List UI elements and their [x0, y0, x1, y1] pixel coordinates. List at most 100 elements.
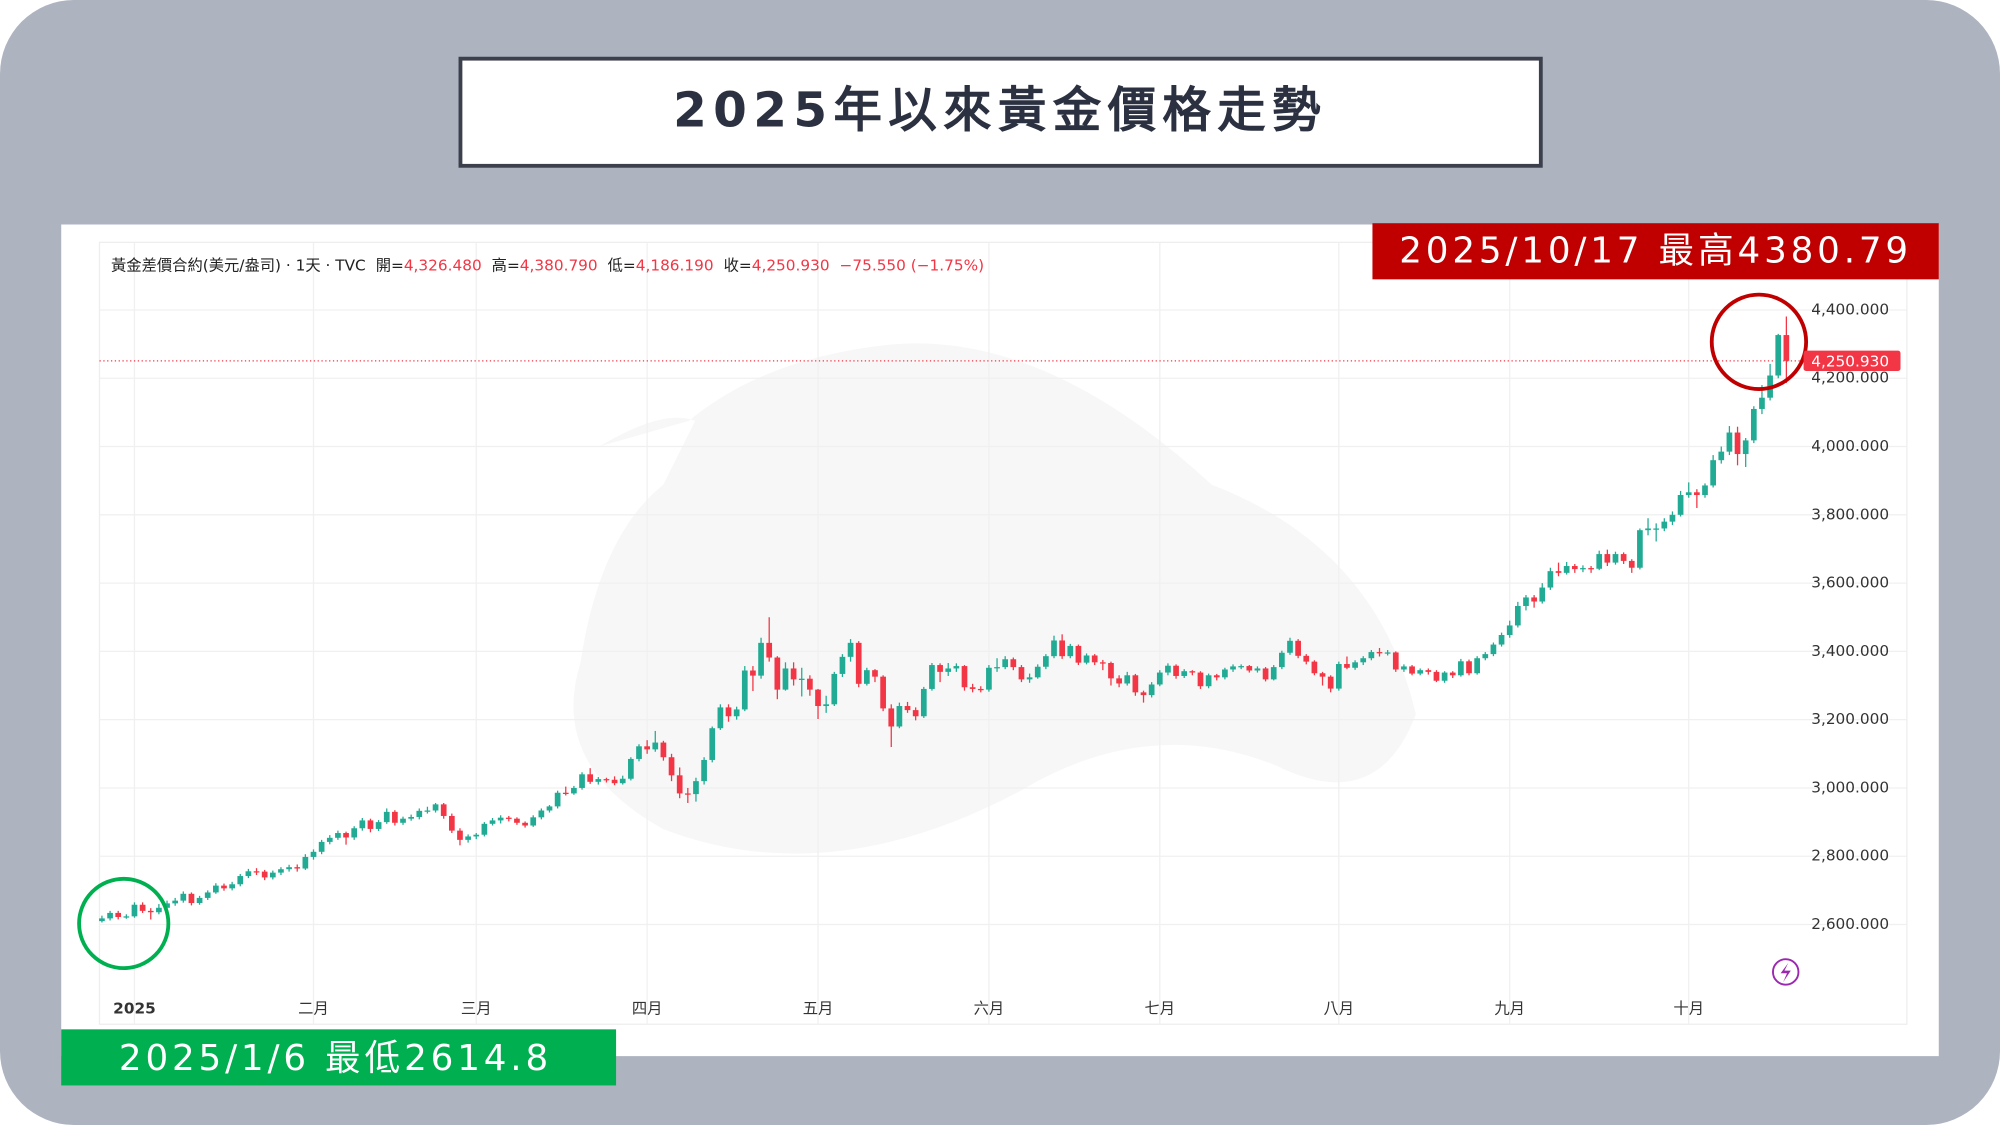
candle-body	[473, 834, 480, 837]
candle-body	[636, 746, 642, 759]
candle-body	[1571, 566, 1578, 570]
candle-body	[1702, 485, 1708, 496]
candle-body	[1466, 661, 1472, 674]
candle-body	[1677, 495, 1684, 515]
candle-body	[571, 787, 577, 794]
candle-body	[758, 642, 764, 676]
candle-body	[213, 885, 219, 893]
candle-body	[99, 918, 105, 922]
candle-body	[1555, 571, 1562, 573]
candle-body	[1165, 665, 1171, 673]
candle-body	[383, 811, 390, 823]
candle-body	[945, 668, 952, 672]
candle-body	[1091, 655, 1098, 663]
candle-body	[1083, 655, 1090, 663]
candle-body	[1742, 440, 1749, 455]
candle-body	[408, 816, 415, 819]
plot-area	[98, 241, 1908, 1025]
candle-body	[1344, 664, 1350, 668]
candle-body	[1759, 397, 1765, 409]
candle-body	[115, 912, 122, 918]
candle-body	[709, 728, 716, 760]
high-value: 4,380.790	[520, 256, 598, 274]
candle-body	[831, 673, 838, 705]
candle-body	[1718, 451, 1725, 461]
x-tick-label: 十月	[1673, 999, 1704, 1017]
candle-body	[1010, 659, 1017, 668]
candle-body	[245, 871, 252, 877]
x-tick-label: 六月	[974, 999, 1005, 1017]
candle-body	[107, 912, 113, 919]
candle-body	[514, 818, 520, 823]
candle-body	[546, 806, 553, 811]
candle-body	[392, 811, 398, 823]
title-box	[458, 56, 1543, 168]
candle-body	[326, 837, 333, 842]
low-annotation-box	[61, 1029, 617, 1086]
candle-body	[1368, 652, 1375, 659]
y-tick-label: 2,800.000	[1811, 847, 1889, 865]
candle-body	[1262, 668, 1269, 680]
candle-body	[172, 900, 179, 904]
candle-body	[505, 817, 512, 819]
candle-body	[1433, 671, 1440, 681]
x-tick-label: 三月	[461, 999, 492, 1017]
candle-body	[896, 706, 903, 727]
candle-body	[253, 871, 260, 873]
candle-body	[977, 688, 984, 691]
candle-body	[1775, 335, 1782, 376]
candle-body	[1222, 669, 1228, 678]
candle-body	[554, 792, 561, 807]
candle-body	[1458, 661, 1464, 676]
chart-header: 黃金差價合約(美元/盎司) · 1天 · TVC 開=4,326.480 高=4…	[111, 256, 984, 274]
candle-body	[1230, 666, 1236, 670]
candle-body	[1620, 554, 1627, 561]
candle-body	[1604, 554, 1611, 563]
close-label: 收=	[724, 256, 752, 274]
candle-body	[863, 670, 870, 684]
candle-body	[432, 804, 439, 811]
candle-body	[912, 710, 919, 717]
y-tick-label: 3,600.000	[1811, 574, 1889, 592]
candle-body	[782, 668, 789, 690]
candle-body	[693, 781, 699, 795]
lightning-glyph	[1780, 963, 1791, 983]
candle-body	[229, 884, 235, 889]
candle-body	[904, 706, 911, 711]
last-price-tag	[1803, 350, 1901, 372]
high-annotation-box	[1372, 223, 1939, 280]
candle-body	[318, 841, 325, 852]
candle-body	[465, 836, 471, 840]
candle-body	[1750, 408, 1757, 441]
candle-body	[1588, 568, 1594, 570]
candle-body	[1132, 675, 1139, 693]
candle-body	[1392, 652, 1399, 670]
candle-body	[1409, 666, 1415, 674]
y-tick-label: 3,200.000	[1811, 710, 1889, 728]
candle-body	[1514, 605, 1521, 626]
candle-body	[1628, 560, 1635, 568]
candle-body	[1213, 675, 1220, 678]
candle-body	[766, 642, 773, 658]
high-highlight-circle	[1709, 292, 1809, 391]
last-price-label: 4,250.930	[1811, 353, 1889, 371]
candle-body	[204, 892, 211, 898]
candle-body	[603, 779, 610, 781]
candle-body	[1116, 678, 1122, 684]
candle-body	[188, 893, 195, 904]
y-tick-label: 4,400.000	[1811, 300, 1889, 318]
candle-body	[1026, 677, 1033, 680]
candle-body	[1319, 673, 1326, 677]
candle-body	[1173, 665, 1179, 676]
candle-body	[644, 746, 650, 750]
candle-body	[1034, 666, 1041, 678]
candle-body	[147, 910, 154, 913]
candle-body	[1108, 662, 1114, 679]
candle-body	[335, 833, 341, 838]
candle-body	[1246, 666, 1253, 671]
candle-body	[961, 666, 968, 688]
candle-body	[1238, 666, 1245, 668]
lightning-icon[interactable]	[1772, 958, 1800, 986]
candle-body	[448, 815, 455, 831]
candle-body	[1254, 668, 1261, 671]
